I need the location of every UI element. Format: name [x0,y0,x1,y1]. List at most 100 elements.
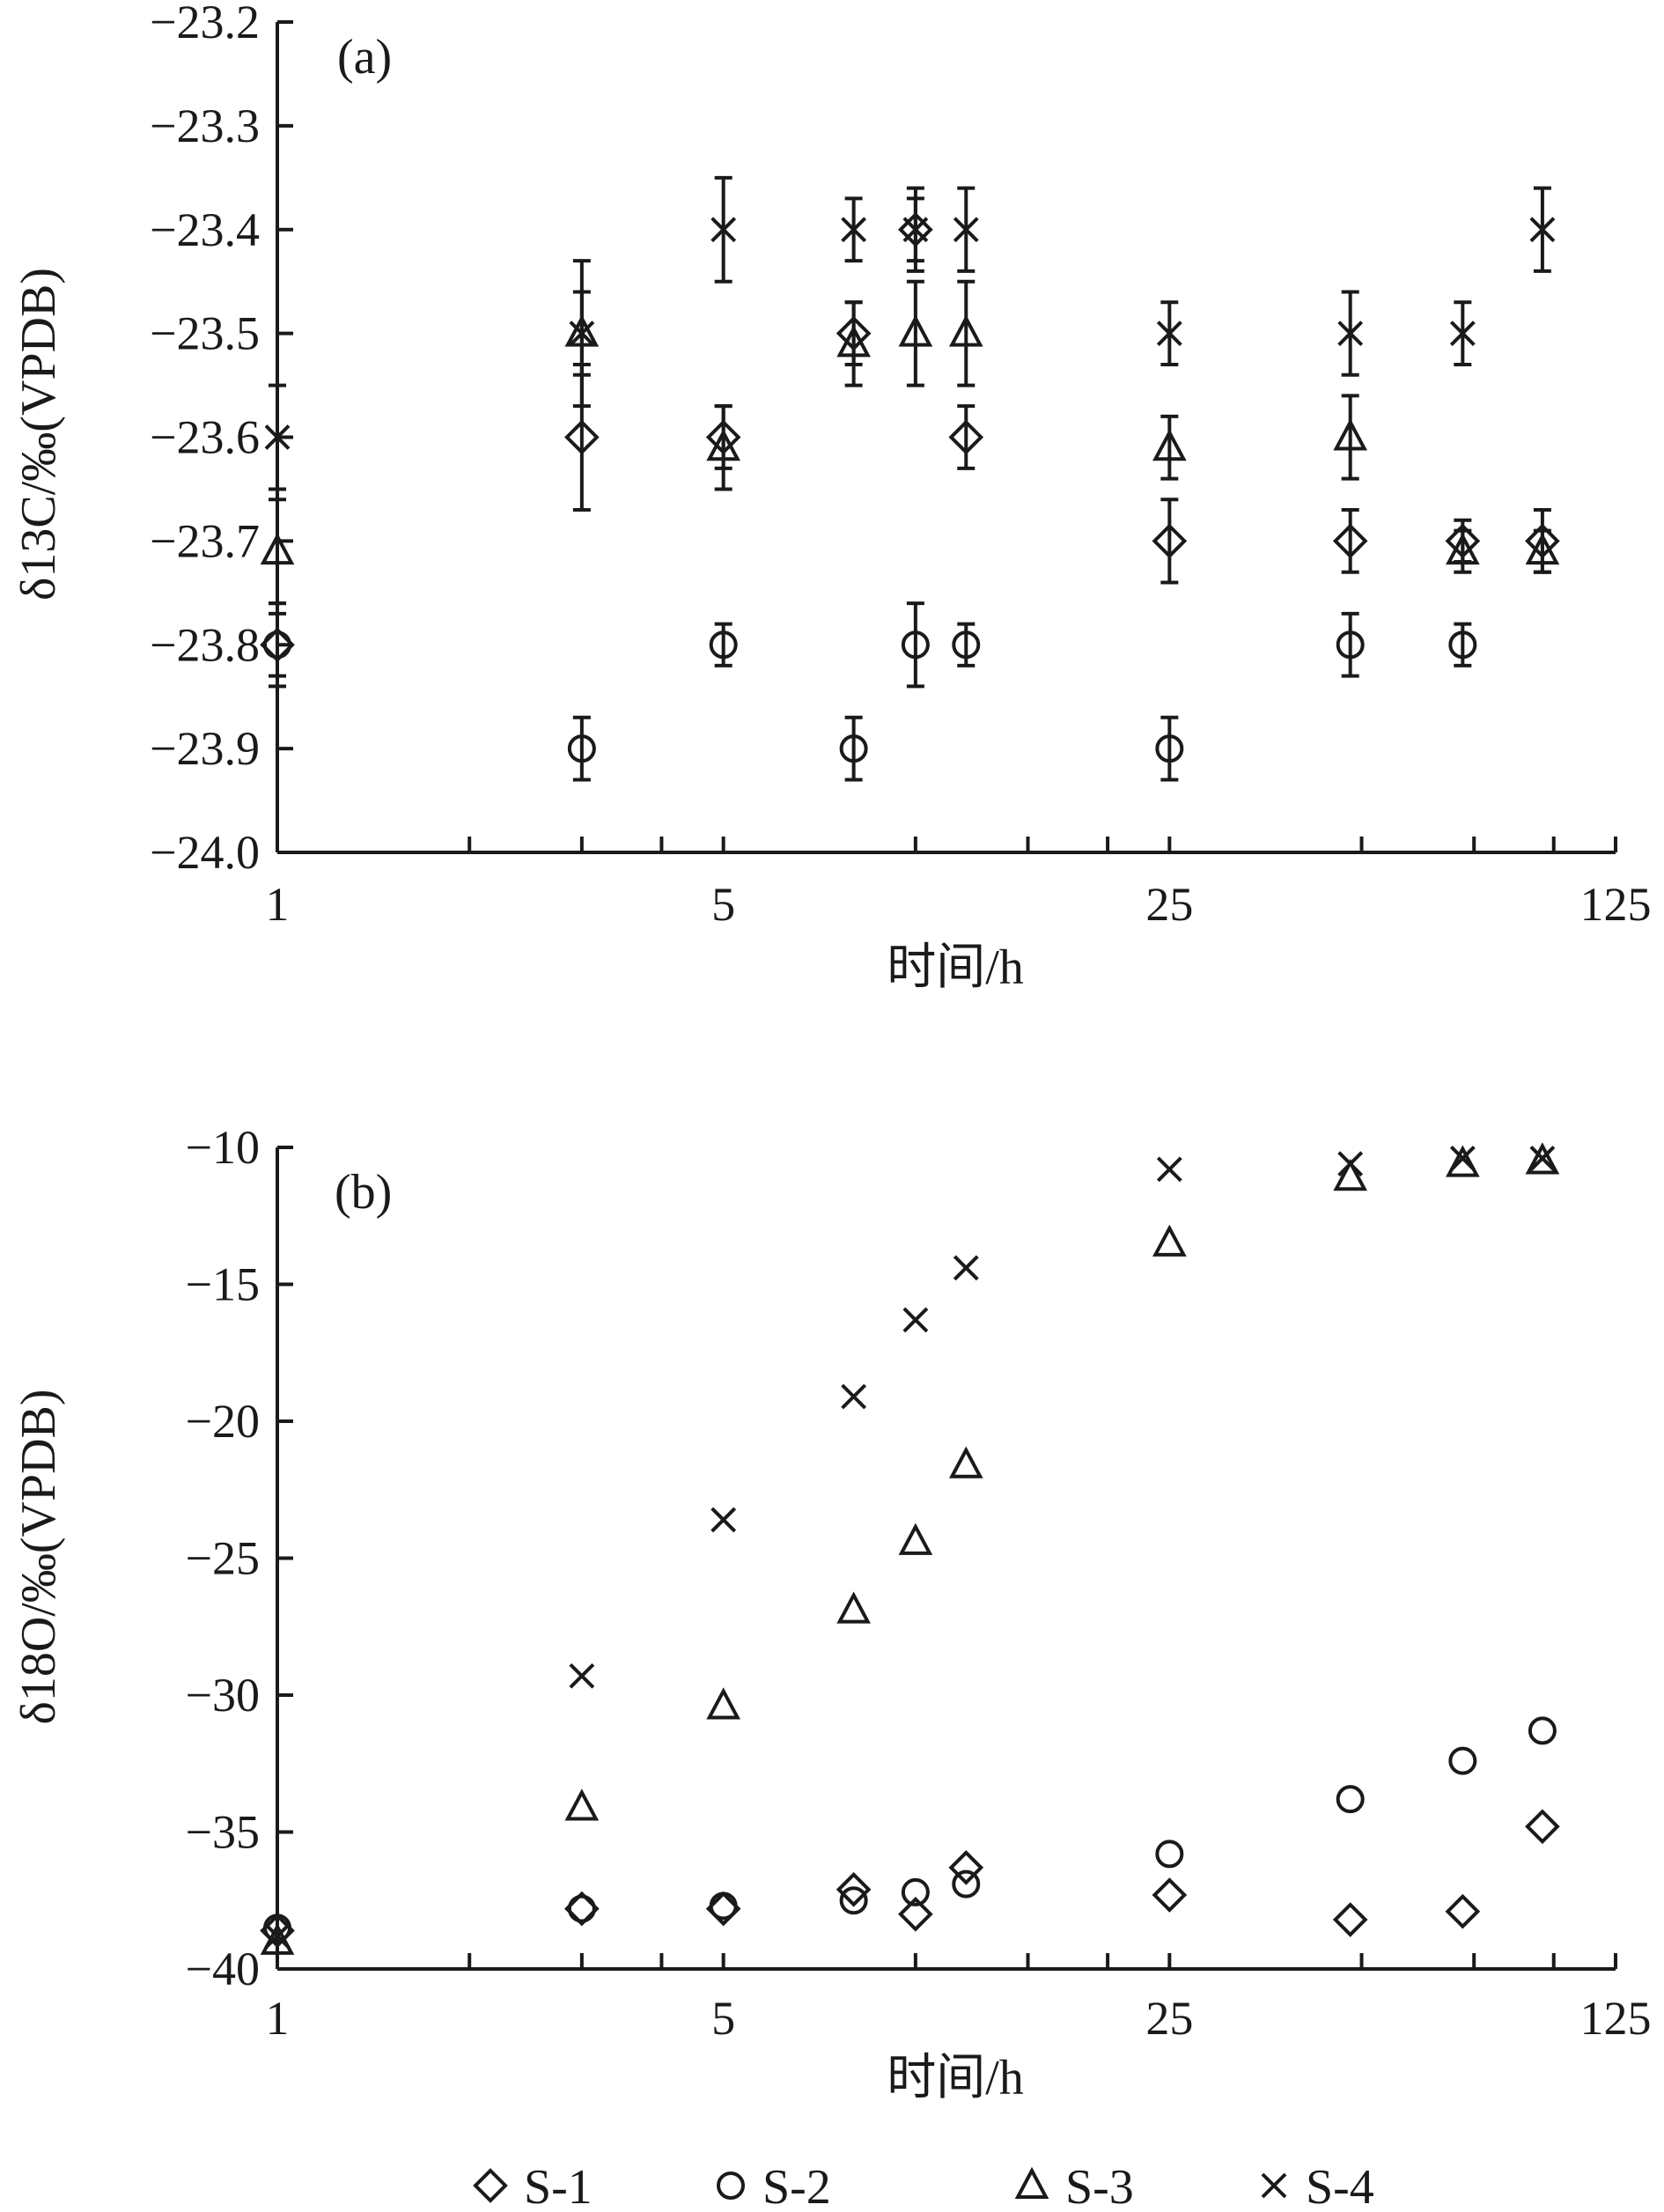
panel-b-point-s4 [841,1383,867,1410]
panel-a-x-tick-label: 25 [1145,878,1193,931]
panel-a-errorbar-s2 [906,601,924,689]
panel-a-y-tick-label: −23.3 [150,100,260,152]
legend-item-s4: S-4 [1261,2160,1374,2212]
panel-a-errorbar-s1 [1160,498,1179,585]
panel-b-x-tick-label: 25 [1145,1992,1193,2045]
panel-b-point-s3 [948,1446,983,1478]
legend: S-1 S-2 S-3 S-4 [473,2160,1374,2212]
panel-b-point-s2 [901,1877,930,1906]
panel-b-x-tick-label: 1 [266,1992,290,2045]
panel-b-point-s3 [1333,1158,1368,1191]
panel-a-point-s2 [1155,734,1184,763]
panel-a-errorbar-s1 [1341,508,1359,574]
panel-b-point-s3 [564,1788,600,1821]
circle-marker [717,2171,745,2200]
panel-a-y-tick-label: −23.5 [150,307,260,360]
panel-b-y-tick-label: −15 [186,1258,260,1311]
panel-b-point-s2 [709,1891,738,1921]
panel-a-point-s3 [706,429,741,461]
panel-b-point-s4 [953,1255,979,1281]
panel-b-point-s2 [1448,1746,1477,1775]
diamond-marker [473,2168,508,2203]
panel-b-x-tick-label: 5 [711,1992,735,2045]
panel-b-point-s1 [705,1891,741,1927]
panel-a-point-s2 [952,630,981,660]
panel-a-errorbar-s3 [714,404,733,491]
panel-a-point-s3 [1525,532,1560,565]
panel-a-errorbar-s3 [957,279,976,387]
triangle-marker [1014,2166,1049,2199]
panel-a-point-s4 [1156,321,1182,347]
circle-icon [717,2171,745,2200]
panel-a-point-s1 [1332,523,1368,559]
legend-item-s3: S-3 [1014,2160,1134,2212]
legend-label-s4: S-4 [1306,2160,1374,2208]
panel-b-xlabel: 时间/h [887,2051,1024,2105]
triangle-icon [1014,2166,1049,2199]
panel-a-errorbar-s3 [269,498,286,606]
panel-b-y-tick-label: −35 [186,1806,260,1859]
panel-a-point-s3 [836,325,871,358]
panel-a-point-s4 [1449,321,1476,347]
panel-a-point-s3 [948,314,983,347]
panel-b-point-s2 [952,1869,981,1899]
panel-b-chart: −10 −15 −20 −25 −30 −35 −401 5 25 125 (b) 时间/h δ1… [11,1121,1652,2105]
panel-a-y-tick-label: −24.0 [150,826,260,879]
panel-b-label: (b) [335,1165,392,1220]
panel-a-x-tick-label: 5 [711,878,735,931]
panel-a-point-s4 [264,424,291,450]
cross-marker [1261,2172,1287,2199]
panel-b-points [260,1142,1560,1955]
panel-b-y-tick-label: −20 [186,1395,260,1448]
panel-b-point-s3 [898,1523,933,1555]
panel-a-point-s2 [1448,630,1477,660]
diamond-icon [473,2168,508,2203]
panel-b-point-s3 [1525,1142,1560,1175]
panel-b-y-tick-label: −25 [186,1532,260,1585]
panel-a-errorbar-s3 [906,279,924,387]
panel-a-x-tick-label: 1 [266,878,290,931]
legend-item-s2: S-2 [717,2160,831,2212]
panel-b-point-s4 [711,1507,737,1533]
panel-b-point-s2 [1155,1840,1184,1869]
panel-b-y-tick-label: −40 [186,1943,260,1995]
panel-b-point-s3 [1446,1145,1480,1177]
panel-a-errorbar-s3 [844,300,863,387]
panel-b-point-s3 [260,1922,295,1955]
panel-b-y-tick-label: −30 [186,1669,260,1722]
panel-a-point-s2 [901,630,930,660]
panel-b-point-s4 [1156,1156,1182,1183]
panel-a-point-s4 [953,217,979,243]
cross-icon [1261,2172,1287,2199]
panel-b-ticks: −10 −15 −20 −25 −30 −35 −401 5 25 125 [186,1121,1652,2045]
panel-a-y-tick-label: −23.7 [150,514,260,567]
panel-b-ylabel: δ18O/‰(VPDB) [11,1389,66,1724]
panel-a-y-tick-label: −23.8 [150,618,260,671]
panel-a-point-s4 [569,321,595,347]
panel-a-point-s2 [567,734,596,763]
legend-item-s1: S-1 [473,2160,593,2212]
panel-a-point-s4 [711,217,737,243]
panel-b-point-s4 [264,1923,291,1950]
panel-a-errorbar-s3 [1160,414,1179,481]
panel-a-errorbar-s2 [572,715,591,782]
panel-a-points [260,175,1560,782]
panel-a-point-s4 [902,217,929,243]
panel-b-point-s1 [836,1871,872,1907]
panel-b-point-s4 [1529,1146,1556,1171]
panel-a-chart: −23.2 −23.3 −23.4 −23.5 −23.6 −23.7 −23.8 −23.9… [11,0,1652,995]
panel-a-xlabel: 时间/h [887,940,1024,995]
panel-a-errorbar-s2 [1341,611,1359,678]
panel-a-ticks: −23.2 −23.3 −23.4 −23.5 −23.6 −23.7 −23.8 −23.9… [150,0,1651,931]
panel-a-errorbar-s2 [1160,715,1179,782]
panel-a-y-tick-label: −23.6 [150,411,260,464]
panel-a-point-s2 [709,630,738,660]
panel-a-errorbar-s3 [1341,394,1359,481]
panel-a-point-s4 [1337,321,1364,347]
panel-b-point-s4 [902,1307,929,1333]
panel-b-point-s3 [836,1591,871,1624]
legend-label-s2: S-2 [762,2160,831,2208]
panel-a-y-tick-label: −23.9 [150,722,260,775]
panel-a-label: (a) [337,30,392,85]
